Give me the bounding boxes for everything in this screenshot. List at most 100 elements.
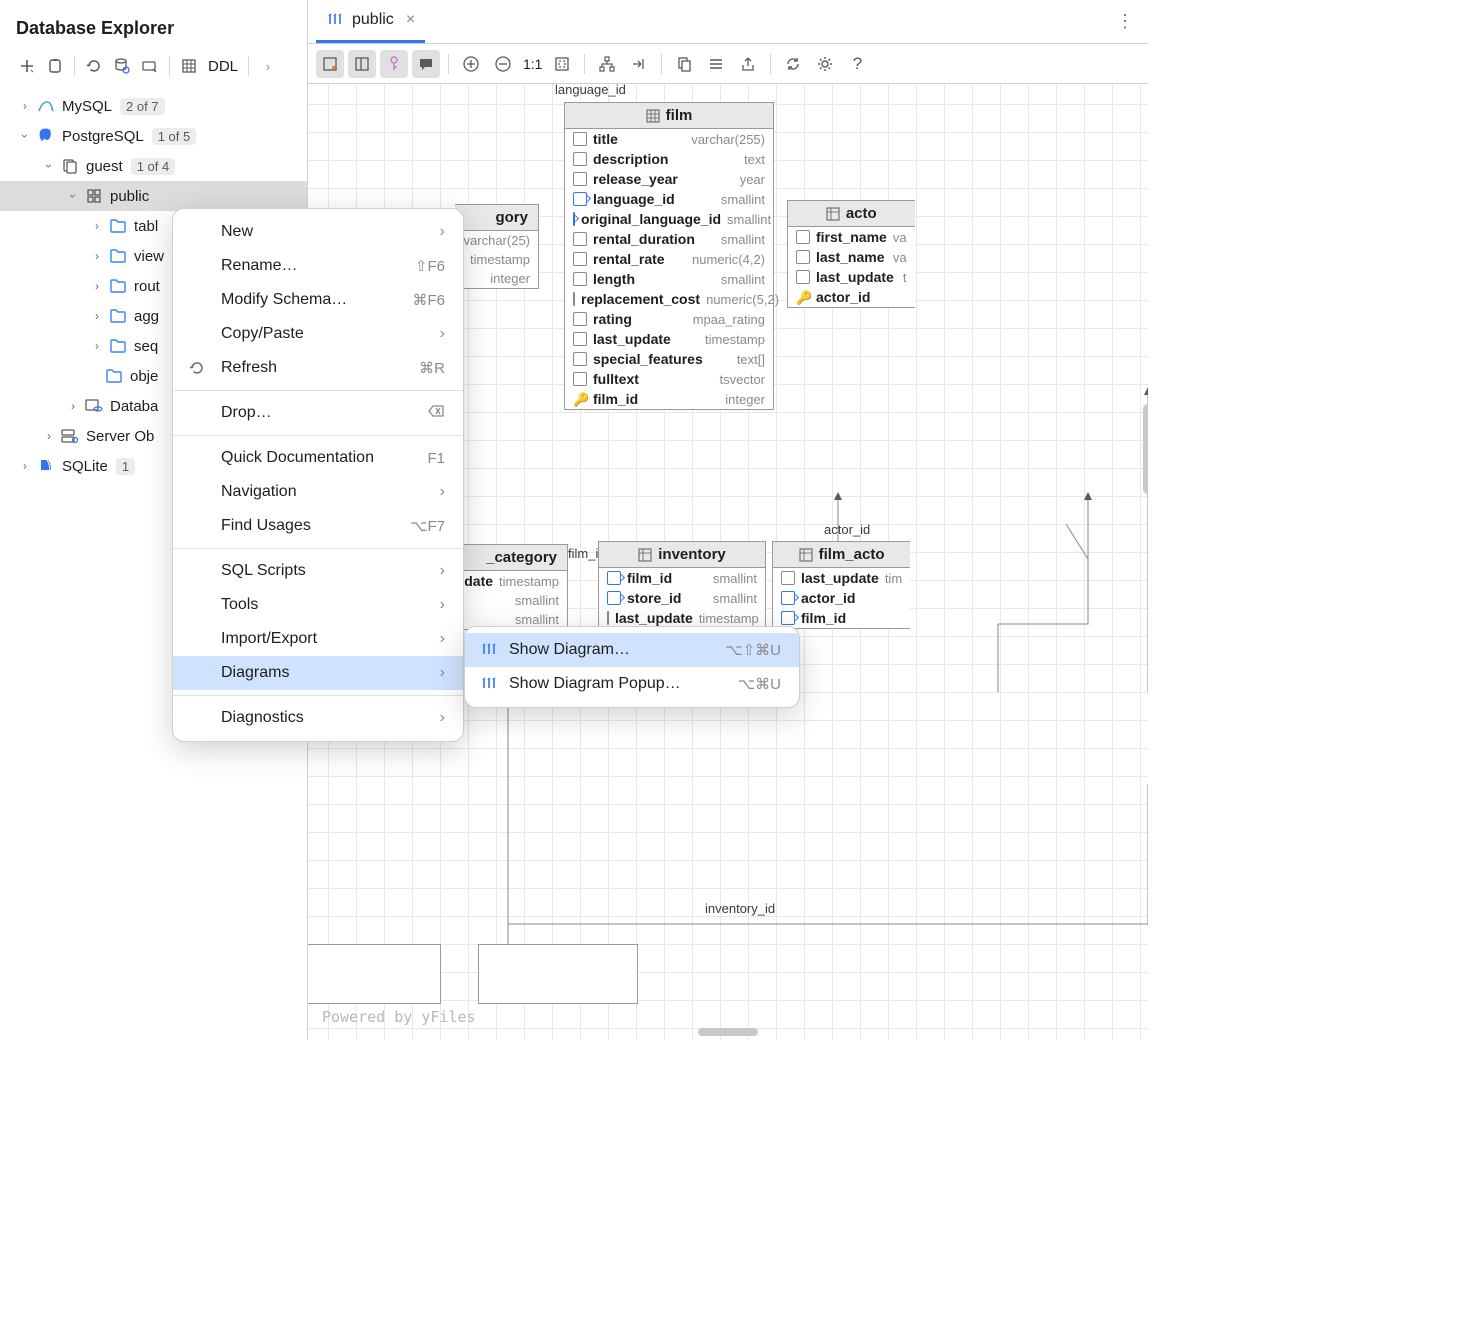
table-inventory[interactable]: inventory film_idsmallintstore_idsmallin…: [598, 541, 766, 629]
table-film-category[interactable]: _category datetimestampsmallintsmallint: [462, 544, 568, 630]
table-partial[interactable]: [308, 944, 441, 1004]
table-cols: varchar(25)timestampinteger: [455, 231, 538, 288]
folder-icon: [108, 216, 128, 236]
close-icon[interactable]: ×: [406, 11, 415, 29]
table-column: actor_id: [773, 588, 910, 608]
ctx-tools[interactable]: Tools›: [173, 588, 463, 622]
table-column: last_nameva: [788, 247, 915, 267]
table-column: rental_ratenumeric(4,2): [565, 249, 773, 269]
tree-node-guest[interactable]: › guest 1 of 4: [0, 151, 307, 181]
ctx-refresh[interactable]: Refresh⌘R: [173, 351, 463, 385]
tree-node-mysql[interactable]: › MySQL 2 of 7: [0, 91, 307, 121]
tree-node-postgres[interactable]: › PostgreSQL 1 of 5: [0, 121, 307, 151]
zoom-out-icon[interactable]: [489, 50, 517, 78]
add-icon[interactable]: [14, 53, 40, 79]
tree-node-public[interactable]: › public: [0, 181, 307, 211]
table-cols: last_updatetimactor_idfilm_id: [773, 568, 910, 628]
diagram-icon: [479, 674, 499, 694]
tree-label: guest: [86, 158, 123, 175]
chevron-right-icon: ›: [90, 309, 104, 323]
refresh-icon: [187, 358, 207, 378]
chevron-down-icon: ›: [66, 189, 80, 203]
count-badge: 1 of 4: [131, 158, 176, 175]
table-column: descriptiontext: [565, 149, 773, 169]
column-icon: [573, 372, 587, 386]
diagram-toolbar: 1:1 ?: [308, 44, 1148, 84]
table-column: film_idsmallint: [599, 568, 765, 588]
chevron-right-icon[interactable]: ›: [255, 53, 281, 79]
ctx-find-usages[interactable]: Find Usages⌥F7: [173, 509, 463, 543]
zoom-in-icon[interactable]: [457, 50, 485, 78]
table-icon[interactable]: [176, 53, 202, 79]
fit-icon[interactable]: [548, 50, 576, 78]
ctx-quick-doc[interactable]: Quick DocumentationF1: [173, 441, 463, 475]
vertical-scrollbar-track[interactable]: [1141, 84, 1148, 1040]
column-icon: [573, 272, 587, 286]
ctx-drop[interactable]: Drop…: [173, 396, 463, 430]
table-cols: titlevarchar(255)descriptiontextrelease_…: [565, 129, 773, 409]
key-icon[interactable]: [380, 50, 408, 78]
settings-icon[interactable]: [811, 50, 839, 78]
ctx-import-export[interactable]: Import/Export›: [173, 622, 463, 656]
tab-public[interactable]: public ×: [316, 0, 425, 43]
ctx-modify-schema[interactable]: Modify Schema…⌘F6: [173, 283, 463, 317]
ctx-copy-paste[interactable]: Copy/Paste›: [173, 317, 463, 351]
count-badge: 1: [116, 458, 135, 475]
edge-label: actor_id: [824, 522, 870, 537]
table-column: fulltexttsvector: [565, 369, 773, 389]
table-column: replacement_costnumeric(5,2): [565, 289, 773, 309]
sync-icon[interactable]: [779, 50, 807, 78]
columns-icon[interactable]: [348, 50, 376, 78]
table-category[interactable]: gory varchar(25)timestampinteger: [455, 204, 539, 289]
ddl-label[interactable]: DDL: [204, 58, 242, 75]
ctx-new[interactable]: New›: [173, 215, 463, 249]
tree-label: tabl: [134, 218, 158, 235]
table-column: timestamp: [455, 250, 538, 269]
table-film[interactable]: film titlevarchar(255)descriptiontextrel…: [564, 102, 774, 410]
deactivate-icon[interactable]: [137, 53, 163, 79]
ctx-diagrams[interactable]: Diagrams›: [173, 656, 463, 690]
ctx-rename[interactable]: Rename…⇧F6: [173, 249, 463, 283]
more-icon[interactable]: ⋮: [1102, 11, 1148, 32]
tree-label: public: [110, 188, 149, 205]
refresh-icon[interactable]: [81, 53, 107, 79]
clipboard-icon[interactable]: [42, 53, 68, 79]
table-column: ratingmpaa_rating: [565, 309, 773, 329]
datasource-props-icon[interactable]: [109, 53, 135, 79]
database-icon: [60, 156, 80, 176]
zoom-reset[interactable]: 1:1: [521, 56, 544, 72]
table-column: 🔑actor_id: [788, 287, 915, 307]
table-column: 🔑film_idinteger: [565, 389, 773, 409]
export-icon[interactable]: [734, 50, 762, 78]
ctx-navigation[interactable]: Navigation›: [173, 475, 463, 509]
table-partial[interactable]: [478, 944, 638, 1004]
column-icon: [573, 232, 587, 246]
table-cols: film_idsmallintstore_idsmallintlast_upda…: [599, 568, 765, 628]
ctx-show-diagram-popup[interactable]: Show Diagram Popup…⌥⌘U: [465, 667, 799, 701]
help-icon[interactable]: ?: [843, 50, 871, 78]
horizontal-scrollbar[interactable]: [698, 1028, 758, 1036]
ctx-sql-scripts[interactable]: SQL Scripts›: [173, 554, 463, 588]
route-icon[interactable]: [625, 50, 653, 78]
chevron-right-icon: ›: [90, 219, 104, 233]
count-badge: 2 of 7: [120, 98, 165, 115]
primary-key-icon: 🔑: [573, 392, 587, 406]
chevron-right-icon: ›: [42, 429, 56, 443]
table-column: datetimestamp: [462, 571, 567, 591]
chevron-down-icon: ›: [18, 129, 32, 143]
list-icon[interactable]: [702, 50, 730, 78]
column-icon: [573, 152, 587, 166]
vertical-scrollbar-thumb[interactable]: [1143, 404, 1148, 494]
comment-icon[interactable]: [412, 50, 440, 78]
layout-mode-icon[interactable]: [316, 50, 344, 78]
column-icon: [573, 292, 575, 306]
foreign-key-icon: [781, 611, 795, 625]
ctx-diagnostics[interactable]: Diagnostics›: [173, 701, 463, 735]
ctx-show-diagram[interactable]: Show Diagram…⌥⇧⌘U: [465, 633, 799, 667]
table-actor[interactable]: acto first_namevalast_namevalast_updatet…: [787, 200, 915, 308]
table-column: rental_durationsmallint: [565, 229, 773, 249]
table-film-actor[interactable]: film_acto last_updatetimactor_idfilm_id: [772, 541, 910, 629]
layout-icon[interactable]: [593, 50, 621, 78]
foreign-key-icon: [607, 591, 621, 605]
copy-icon[interactable]: [670, 50, 698, 78]
